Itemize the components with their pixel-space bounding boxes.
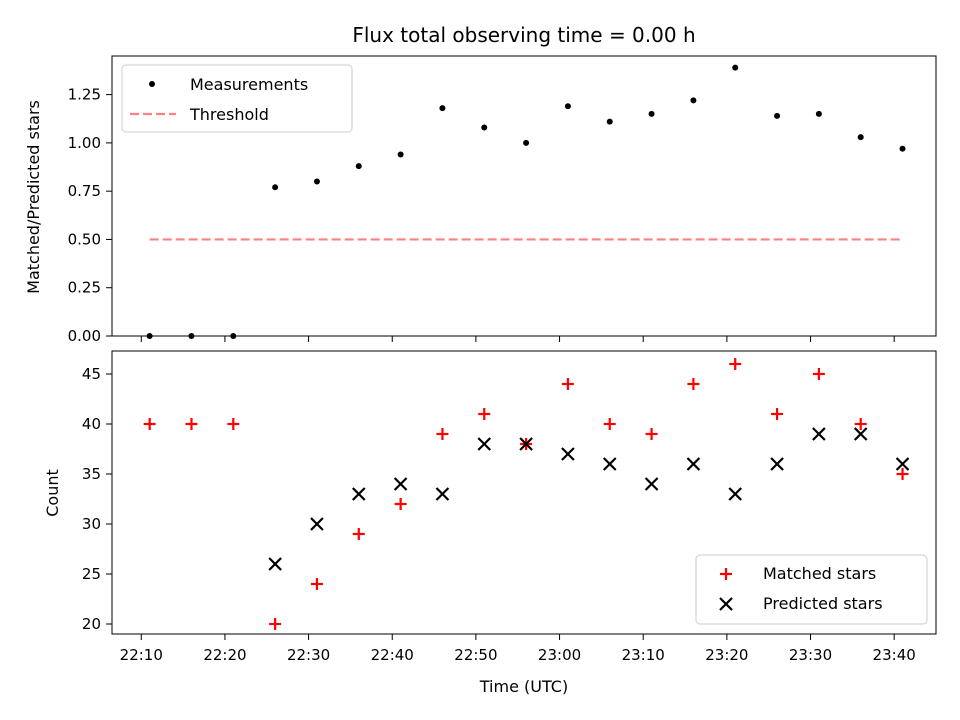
predicted-star-point <box>561 447 575 461</box>
matched-star-point <box>645 428 658 440</box>
top-y-tick-label: 0.50 <box>68 230 101 248</box>
matched-star-point <box>729 358 742 370</box>
matched-star-point <box>854 418 867 430</box>
bottom-y-tick-label: 25 <box>82 565 101 583</box>
legend-matched-label: Matched stars <box>763 564 876 583</box>
legend-predicted-marker <box>719 597 733 611</box>
bottom-legend-box <box>695 554 928 625</box>
measurement-point <box>690 97 697 104</box>
measurement-point <box>397 151 404 158</box>
matched-star-point <box>436 428 449 440</box>
matched-star-point <box>771 408 784 420</box>
matched-star-point <box>603 418 616 430</box>
matched-star-point <box>561 378 574 390</box>
predicted-star-point <box>686 457 701 471</box>
predicted-star-point <box>477 437 492 451</box>
predicted-star-point <box>268 557 282 571</box>
top-data-marks <box>146 64 906 339</box>
predicted-star-point <box>853 427 868 441</box>
legend-threshold-label: Threshold <box>189 105 269 124</box>
matched-star-point <box>478 408 491 420</box>
bottom-y-tick-label: 40 <box>82 415 101 433</box>
ratio-panel: Flux total observing time = 0.00 h Match… <box>24 23 937 345</box>
x-tick-label: 22:20 <box>203 646 246 664</box>
matched-star-point <box>269 618 282 630</box>
x-tick-label: 23:00 <box>538 646 581 664</box>
predicted-star-point <box>770 457 784 471</box>
measurement-point <box>481 124 488 131</box>
x-axis-label: Time (UTC) <box>479 677 568 696</box>
top-y-tick-label: 1.00 <box>68 134 101 152</box>
top-y-tick-label: 0.25 <box>68 279 101 297</box>
bottom-axes: 20 25 30 35 40 45 22:10 22:20 22:30 22:40 22:50 23:… <box>82 365 916 664</box>
measurement-point <box>857 134 864 141</box>
measurement-point <box>606 118 613 125</box>
measurement-point <box>523 139 530 146</box>
x-tick-label: 22:50 <box>454 646 497 664</box>
bottom-y-axis-label: Count <box>43 469 62 517</box>
legend-measurements-marker <box>149 81 155 87</box>
top-y-tick-label: 1.25 <box>68 86 101 104</box>
matched-star-point <box>394 498 407 510</box>
top-y-tick-label: 0.00 <box>68 327 101 345</box>
measurement-point <box>272 184 279 191</box>
predicted-star-point <box>310 517 324 531</box>
predicted-star-point <box>519 437 533 451</box>
predicted-star-point <box>352 487 366 501</box>
top-axes: 0.00 0.25 0.50 0.75 1.00 1.25 <box>68 86 895 345</box>
predicted-star-point <box>435 487 450 501</box>
measurement-point <box>899 145 906 152</box>
measurement-point <box>732 64 739 71</box>
matched-star-point <box>143 418 156 430</box>
predicted-star-point <box>728 487 743 501</box>
x-tick-label: 23:10 <box>622 646 665 664</box>
top-legend-box <box>121 64 353 133</box>
top-y-axis-label: Matched/Predicted stars <box>24 100 43 294</box>
bottom-data-marks <box>143 358 910 630</box>
bottom-legend: Matched stars Predicted stars <box>695 554 928 625</box>
top-legend: Measurements Threshold <box>121 64 353 133</box>
matched-star-point <box>310 578 323 590</box>
matched-star-point <box>687 378 700 390</box>
legend-predicted-label: Predicted stars <box>763 594 883 613</box>
measurement-point <box>564 103 571 110</box>
top-plot-frame <box>111 55 937 337</box>
bottom-y-tick-label: 35 <box>82 465 101 483</box>
measurement-point <box>648 110 655 117</box>
predicted-star-point <box>393 477 408 491</box>
measurement-point <box>815 110 822 117</box>
measurement-point <box>355 163 362 170</box>
top-y-tick-label: 0.75 <box>68 182 101 200</box>
x-tick-label: 23:30 <box>789 646 832 664</box>
predicted-star-point <box>602 457 617 471</box>
matched-star-point <box>812 368 825 380</box>
bottom-y-tick-label: 30 <box>82 515 101 533</box>
measurement-point <box>313 178 320 185</box>
measurement-point <box>439 105 446 112</box>
legend-matched-marker <box>720 568 732 580</box>
legend-measurements-label: Measurements <box>190 75 308 94</box>
x-tick-label: 23:40 <box>873 646 916 664</box>
x-tick-label: 22:40 <box>371 646 414 664</box>
measurement-point <box>774 112 781 119</box>
matched-star-point <box>227 418 240 430</box>
chart-title: Flux total observing time = 0.00 h <box>352 23 695 47</box>
bottom-y-tick-label: 20 <box>82 615 101 633</box>
matched-star-point <box>896 468 909 480</box>
matched-star-point <box>352 528 365 540</box>
matched-star-point <box>185 418 198 430</box>
bottom-plot-frame <box>111 350 937 635</box>
x-tick-label: 23:20 <box>705 646 748 664</box>
predicted-star-point <box>644 477 659 491</box>
predicted-star-point <box>895 457 910 471</box>
x-tick-label: 22:10 <box>120 646 163 664</box>
bottom-y-tick-label: 45 <box>82 365 101 383</box>
x-tick-label: 22:30 <box>287 646 330 664</box>
predicted-star-point <box>812 427 826 441</box>
